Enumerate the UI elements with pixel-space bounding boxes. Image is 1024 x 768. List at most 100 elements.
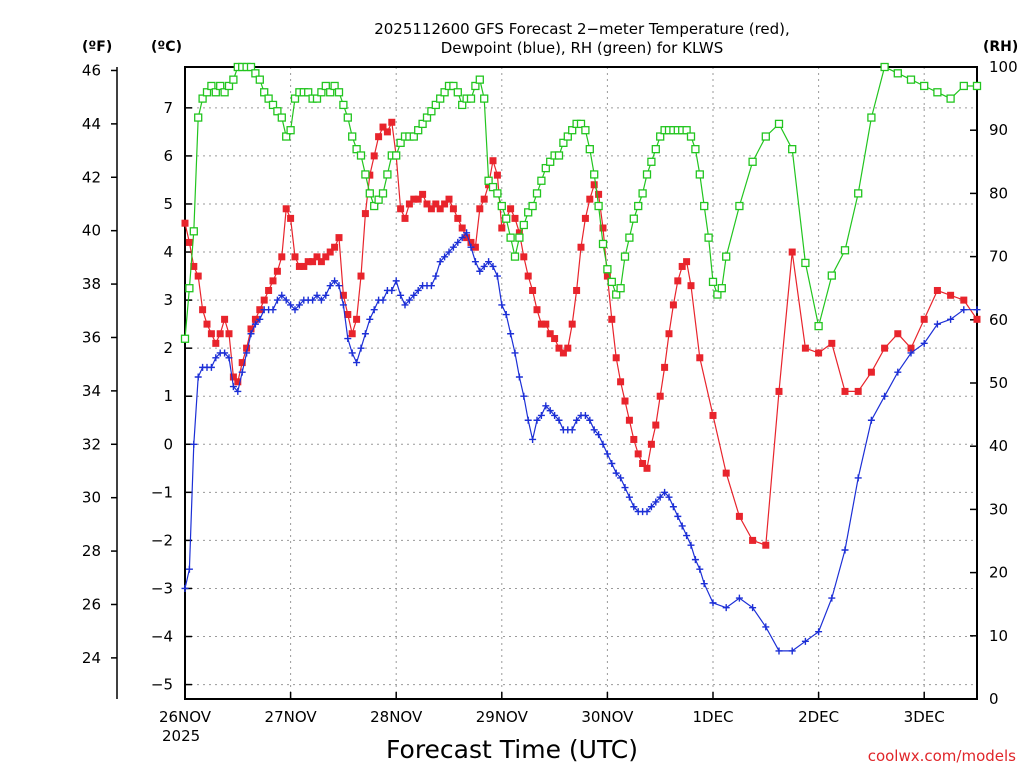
rh-point: [704, 233, 713, 242]
dewpoint-point: [652, 498, 660, 506]
temperature-point: [599, 224, 607, 232]
rh-point: [392, 151, 401, 160]
dewpoint-point: [683, 532, 691, 540]
dewpoint-point: [480, 262, 488, 270]
rh-point: [620, 252, 630, 261]
dewpoint-point: [441, 253, 449, 261]
rh-point: [524, 208, 533, 217]
x-tick-label: 29NOV: [476, 708, 529, 726]
dewpoint-point: [344, 335, 352, 343]
temperature-point: [788, 248, 796, 256]
dewpoint-point: [867, 416, 875, 424]
dewpoint-point: [282, 296, 290, 304]
temperature-point: [678, 262, 686, 270]
dewpoint-point: [749, 604, 757, 612]
temperature-point: [907, 344, 915, 352]
temperature-point: [203, 320, 211, 328]
dewpoint-point: [520, 392, 528, 400]
rh-point: [814, 321, 823, 331]
temperature-point: [489, 157, 497, 165]
temperature-point: [348, 330, 356, 338]
rh-point: [933, 88, 942, 97]
rh-point: [603, 265, 612, 274]
rh-tick-label: 10: [989, 627, 1008, 645]
dewpoint-point: [436, 258, 444, 266]
rh-point: [686, 132, 696, 141]
dewpoint-point: [348, 349, 356, 357]
rh-point: [480, 94, 489, 103]
temperature-point: [181, 219, 189, 227]
temperature-point: [229, 373, 237, 381]
dewpoint-point: [493, 272, 501, 280]
temperature-point: [973, 315, 981, 323]
temperature-point: [564, 344, 572, 352]
dewpoint-point: [229, 383, 237, 391]
dewpoint-point: [370, 306, 378, 314]
dewpoint-point: [454, 238, 462, 246]
temperature-point: [357, 272, 365, 280]
dewpoint-point: [278, 291, 286, 299]
rh-point: [418, 119, 427, 129]
rh-point: [629, 214, 638, 223]
dewpoint-point: [256, 315, 264, 323]
temperature-point: [194, 272, 202, 280]
dewpoint-point: [894, 368, 902, 376]
dewpoint-point: [586, 416, 594, 424]
fahrenheit-unit-label: (ºF): [82, 39, 112, 55]
rh-tick-label: 100: [989, 58, 1018, 76]
dewpoint-point: [507, 330, 515, 338]
rh-tick-label: 60: [989, 311, 1008, 329]
dewpoint-point: [309, 296, 317, 304]
rh-point: [576, 119, 586, 129]
temperature-point: [661, 363, 669, 371]
celsius-tick-label: 3: [163, 291, 173, 309]
rh-point: [207, 81, 216, 91]
dewpoint-point: [287, 301, 295, 309]
dewpoint-point: [524, 416, 532, 424]
dewpoint-point: [656, 493, 664, 501]
x-tick-label: 2DEC: [798, 708, 839, 726]
rh-point: [449, 81, 458, 91]
dewpoint-point: [317, 296, 325, 304]
rh-point: [695, 170, 704, 179]
rh-point: [326, 88, 335, 97]
dewpoint-point: [762, 623, 770, 631]
temperature-point: [577, 243, 585, 251]
dewpoint-point: [529, 435, 537, 443]
dewpoint-point: [467, 243, 475, 251]
dewpoint-point: [801, 637, 809, 645]
temperature-point: [221, 315, 229, 323]
rh-point: [378, 189, 388, 198]
rh-point: [352, 145, 361, 154]
x-tick-label: 28NOV: [370, 708, 423, 726]
temperature-point: [696, 354, 704, 362]
dewpoint-point: [621, 484, 629, 492]
chart-title-line-1: 2025112600 GFS Forecast 2−meter Temperat…: [374, 20, 790, 38]
dewpoint-point: [542, 402, 550, 410]
rh-point: [383, 170, 392, 179]
celsius-tick-label: −4: [151, 628, 173, 646]
rh-point: [682, 126, 691, 135]
dewpoint-point: [238, 368, 246, 376]
rh-tick-label: 40: [989, 437, 1008, 455]
dewpoint-point: [947, 315, 955, 323]
rh-point: [365, 189, 374, 198]
fahrenheit-tick-label: 26: [82, 595, 101, 613]
rh-point: [268, 100, 278, 110]
rh-tick-label: 50: [989, 374, 1008, 392]
fahrenheit-tick-label: 42: [82, 168, 101, 186]
dewpoint-point: [251, 320, 259, 328]
temperature-point: [801, 344, 809, 352]
dewpoint-point: [590, 426, 598, 434]
rh-point: [528, 201, 537, 211]
rh-point: [361, 170, 370, 179]
temperature-point: [647, 440, 655, 448]
temperature-point: [454, 214, 462, 222]
rh-point: [506, 233, 515, 242]
dewpoint-point: [432, 272, 440, 280]
credit-link[interactable]: coolwx.com/models: [868, 747, 1016, 765]
dewpoint-point: [476, 267, 484, 275]
fahrenheit-tick-label: 38: [82, 275, 101, 293]
temperature-point: [414, 195, 422, 203]
rh-point: [422, 113, 432, 122]
